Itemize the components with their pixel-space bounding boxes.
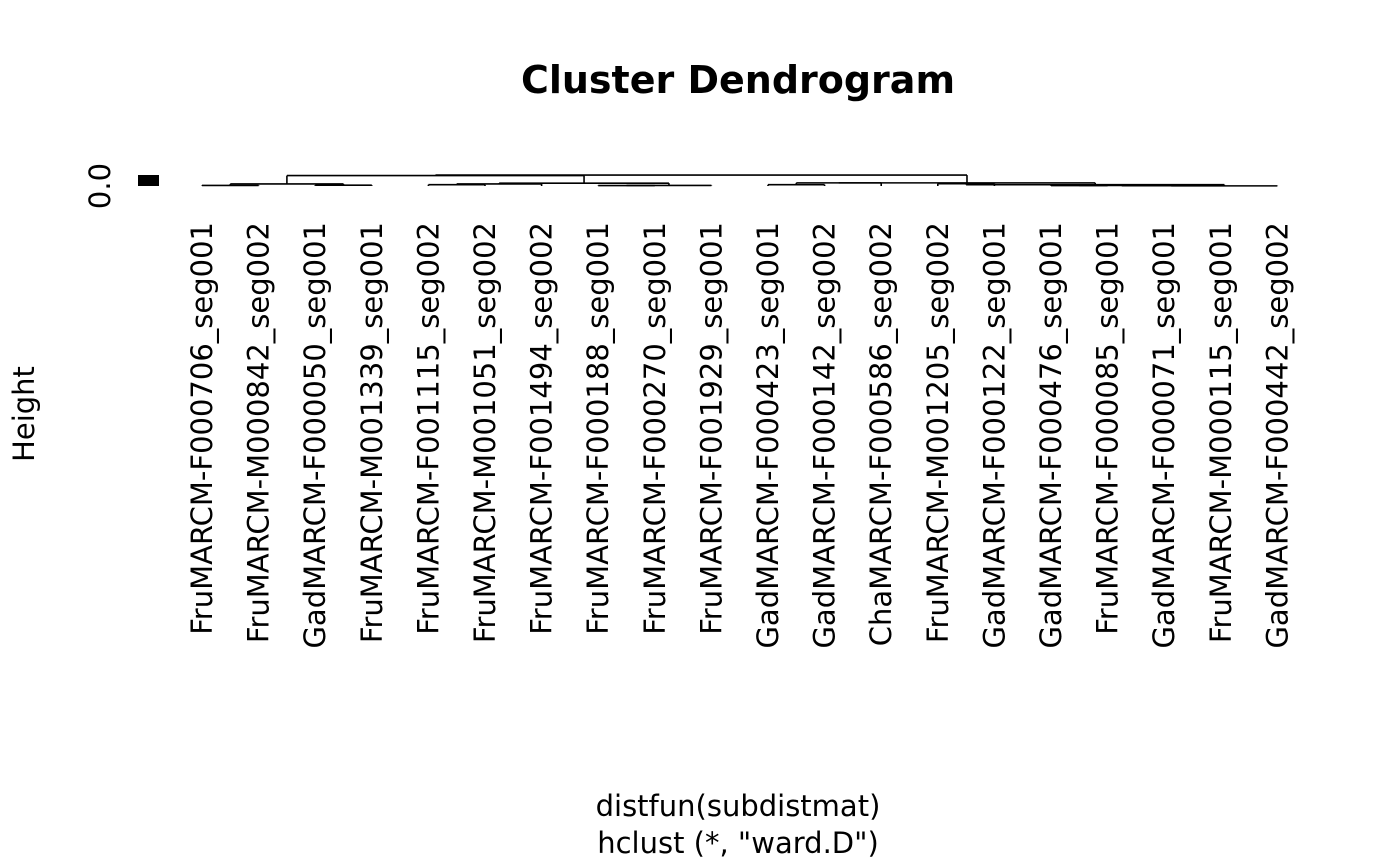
dendrogram-tree (201, 174, 1279, 187)
leaf-label: GadMARCM-F000071_seg001 (1147, 222, 1181, 649)
leaf-label: FruMARCM-F001929_seg001 (694, 222, 728, 635)
leaf-label: GadMARCM-F000476_seg001 (1034, 222, 1068, 649)
leaf-label: GadMARCM-F000423_seg001 (751, 222, 785, 649)
y-axis-tick-mark (138, 175, 159, 186)
leaf-label: FruMARCM-M001205_seg002 (921, 222, 955, 643)
leaf-label: FruMARCM-M001051_seg002 (468, 222, 502, 643)
leaf-labels: FruMARCM-F000706_seg001 FruMARCM-M000842_… (185, 222, 1294, 649)
leaf-label: FruMARCM-F000085_seg001 (1091, 222, 1125, 635)
x-axis-subtitle: hclust (*, "ward.D") (597, 826, 879, 860)
y-axis-label: Height (7, 366, 41, 462)
leaf-label: GadMARCM-F000122_seg001 (977, 222, 1011, 649)
y-tick-label: 0.0 (83, 163, 117, 209)
chart-title: Cluster Dendrogram (521, 58, 955, 102)
leaf-label: FruMARCM-F001115_seg002 (411, 222, 445, 635)
leaf-label: FruMARCM-M001339_seg001 (355, 222, 389, 643)
leaf-label: FruMARCM-F000706_seg001 (185, 222, 219, 635)
leaf-label: GadMARCM-F000442_seg002 (1260, 222, 1294, 649)
leaf-label: FruMARCM-F000270_seg001 (638, 222, 672, 635)
leaf-label: FruMARCM-F001494_seg002 (525, 222, 559, 635)
leaf-label: GadMARCM-F000142_seg002 (808, 222, 842, 649)
leaf-label: FruMARCM-F000188_seg001 (581, 222, 615, 635)
leaf-label: FruMARCM-M000842_seg002 (242, 222, 276, 643)
x-axis-label: distfun(subdistmat) (596, 789, 881, 823)
leaf-label: FruMARCM-M000115_seg001 (1204, 222, 1238, 643)
leaf-label: GadMARCM-F000050_seg001 (298, 222, 332, 649)
leaf-label: ChaMARCM-F000586_seg002 (864, 222, 898, 646)
